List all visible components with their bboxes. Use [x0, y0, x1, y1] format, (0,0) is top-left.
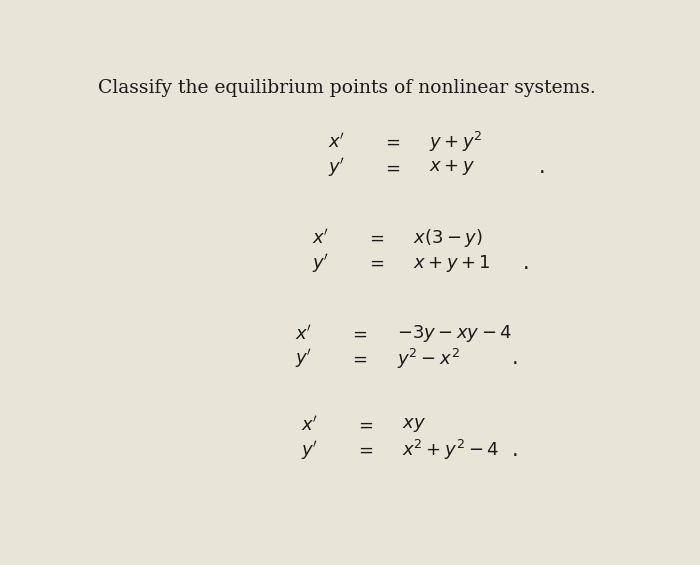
Text: $y + y^2$: $y + y^2$ [429, 130, 483, 154]
Text: $=$: $=$ [349, 325, 368, 342]
Text: Classify the equilibrium points of nonlinear systems.: Classify the equilibrium points of nonli… [98, 79, 596, 97]
Text: $-3y - xy - 4$: $-3y - xy - 4$ [397, 323, 512, 344]
Text: $x^2 + y^2 - 4$: $x^2 + y^2 - 4$ [402, 438, 499, 462]
Text: $x^{\prime}$: $x^{\prime}$ [295, 324, 313, 343]
Text: $=$: $=$ [355, 441, 374, 459]
Text: $y^{\prime}$: $y^{\prime}$ [328, 156, 345, 179]
Text: $.$: $.$ [511, 441, 517, 460]
Text: $=$: $=$ [382, 133, 400, 151]
Text: $y^{\prime}$: $y^{\prime}$ [312, 251, 329, 275]
Text: $=$: $=$ [349, 350, 368, 368]
Text: $xy$: $xy$ [402, 416, 426, 434]
Text: $=$: $=$ [365, 254, 384, 272]
Text: $y^{\prime}$: $y^{\prime}$ [295, 347, 313, 370]
Text: $.$: $.$ [522, 254, 528, 273]
Text: $x^{\prime}$: $x^{\prime}$ [328, 133, 345, 151]
Text: $=$: $=$ [355, 416, 374, 434]
Text: $.$: $.$ [511, 349, 517, 368]
Text: $x+y+1$: $x+y+1$ [413, 253, 491, 273]
Text: $=$: $=$ [365, 229, 384, 247]
Text: $y^{\prime}$: $y^{\prime}$ [301, 438, 318, 462]
Text: $x(3-y)$: $x(3-y)$ [413, 227, 483, 249]
Text: $=$: $=$ [382, 158, 400, 176]
Text: $x^{\prime}$: $x^{\prime}$ [312, 228, 329, 247]
Text: $x^{\prime}$: $x^{\prime}$ [301, 415, 318, 434]
Text: $.$: $.$ [538, 158, 544, 177]
Text: $y^2 - x^2$: $y^2 - x^2$ [397, 347, 459, 371]
Text: $x + y$: $x + y$ [429, 158, 475, 177]
